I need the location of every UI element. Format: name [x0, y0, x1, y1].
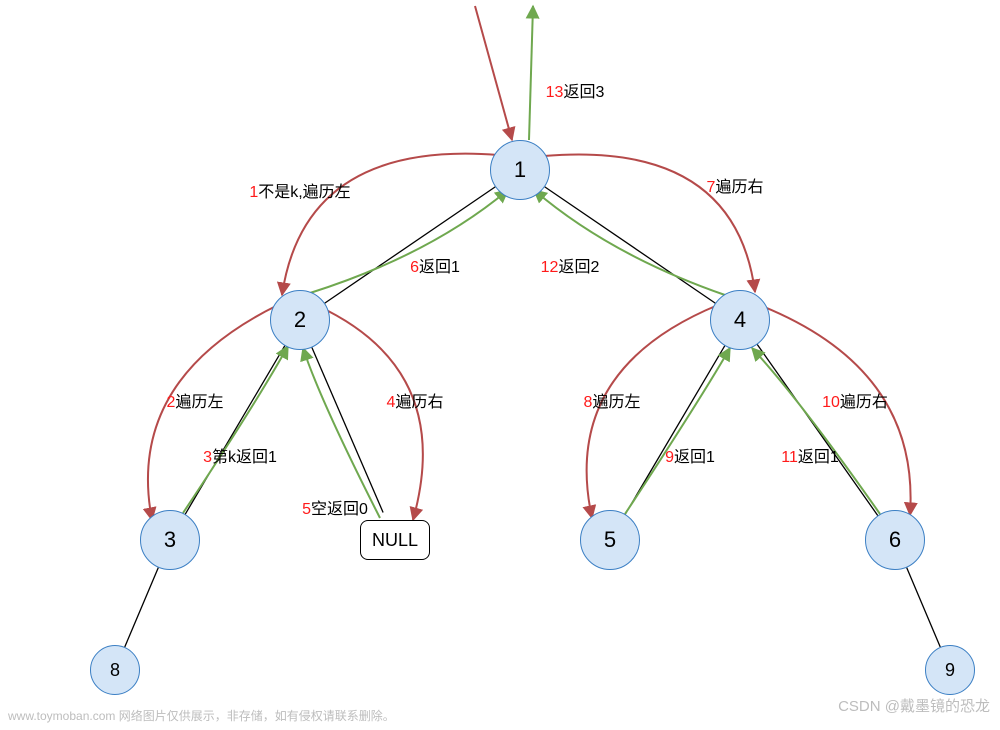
- tree-node: 5: [580, 510, 640, 570]
- edge-label-text: 返回2: [558, 259, 599, 276]
- edge-label-step: 7: [707, 179, 716, 196]
- diagram-svg: [0, 0, 1000, 730]
- return-arc: [625, 348, 730, 514]
- edge-label-text: 遍历右: [395, 394, 443, 411]
- tree-edge: [545, 187, 715, 303]
- return-arc: [752, 348, 880, 514]
- edge-label-step: 3: [203, 449, 212, 466]
- return-arc: [303, 348, 380, 518]
- edge-label: 4遍历右: [387, 388, 444, 412]
- tree-edge: [907, 568, 941, 647]
- edge-label: 9返回1: [665, 443, 715, 467]
- return-arc: [534, 190, 725, 295]
- edge-label-text: 不是k,遍历左: [258, 184, 350, 201]
- tree-node: 2: [270, 290, 330, 350]
- tree-node: 3: [140, 510, 200, 570]
- tree-edge: [757, 345, 877, 516]
- tree-node: 8: [90, 645, 140, 695]
- edge-label-step: 9: [665, 449, 674, 466]
- edge-label-step: 2: [167, 394, 176, 411]
- edge-label-step: 10: [822, 394, 840, 411]
- edge-label-text: 遍历右: [715, 179, 763, 196]
- edge-label: 2遍历左: [167, 388, 224, 412]
- entry-in-line: [475, 6, 512, 140]
- edge-label-step: 13: [546, 84, 564, 101]
- edge-label: 11返回1: [781, 443, 839, 467]
- edge-label-text: 返回1: [419, 259, 460, 276]
- return-arc: [310, 190, 508, 293]
- edge-label-text: 返回3: [563, 84, 604, 101]
- edge-label-text: 遍历右: [840, 394, 888, 411]
- edge-label-text: 第k返回1: [212, 449, 277, 466]
- edge-label-text: 遍历左: [592, 394, 640, 411]
- tree-node: 4: [710, 290, 770, 350]
- tree-edge: [185, 346, 284, 514]
- tree-edge: [325, 187, 495, 303]
- edge-label-text: 返回1: [798, 449, 839, 466]
- edge-label-step: 11: [781, 449, 798, 466]
- edge-label-text: 遍历左: [175, 394, 223, 411]
- tree-node: 1: [490, 140, 550, 200]
- edge-label-step: 5: [302, 501, 311, 518]
- tree-edges-group: [125, 187, 941, 647]
- edge-label-step: 6: [410, 259, 419, 276]
- watermark-left: www.toymoban.com 网络图片仅供展示，非存储，如有侵权请联系删除。: [8, 707, 395, 724]
- forward-arc: [148, 305, 278, 520]
- edge-label: 5空返回0: [302, 495, 368, 519]
- edge-label-step: 1: [249, 184, 258, 201]
- forward-arc: [318, 306, 423, 520]
- edge-label-text: 返回1: [674, 449, 715, 466]
- edge-label: 1不是k,遍历左: [249, 178, 350, 202]
- tree-edge: [312, 348, 383, 513]
- return-arcs-group: [183, 190, 880, 518]
- tree-node: 9: [925, 645, 975, 695]
- edge-label-text: 空返回0: [311, 501, 368, 518]
- forward-arc: [282, 154, 498, 295]
- edge-label: 12返回2: [541, 253, 600, 277]
- edge-label-step: 4: [387, 394, 396, 411]
- edge-label: 10遍历右: [822, 388, 888, 412]
- tree-edge: [125, 568, 159, 647]
- edge-label-step: 12: [541, 259, 559, 276]
- tree-node: 6: [865, 510, 925, 570]
- edge-label: 8遍历左: [584, 388, 641, 412]
- entry-lines-group: [475, 6, 533, 140]
- edge-label: 3第k返回1: [203, 443, 277, 467]
- tree-edge: [625, 346, 724, 514]
- edge-label: 13返回3: [546, 78, 605, 102]
- entry-out-line: [529, 6, 533, 140]
- edge-label: 6返回1: [410, 253, 460, 277]
- watermark-right: CSDN @戴墨镜的恐龙: [838, 695, 990, 716]
- edge-label: 7遍历右: [707, 173, 764, 197]
- edge-label-step: 8: [584, 394, 593, 411]
- null-node: NULL: [360, 520, 430, 560]
